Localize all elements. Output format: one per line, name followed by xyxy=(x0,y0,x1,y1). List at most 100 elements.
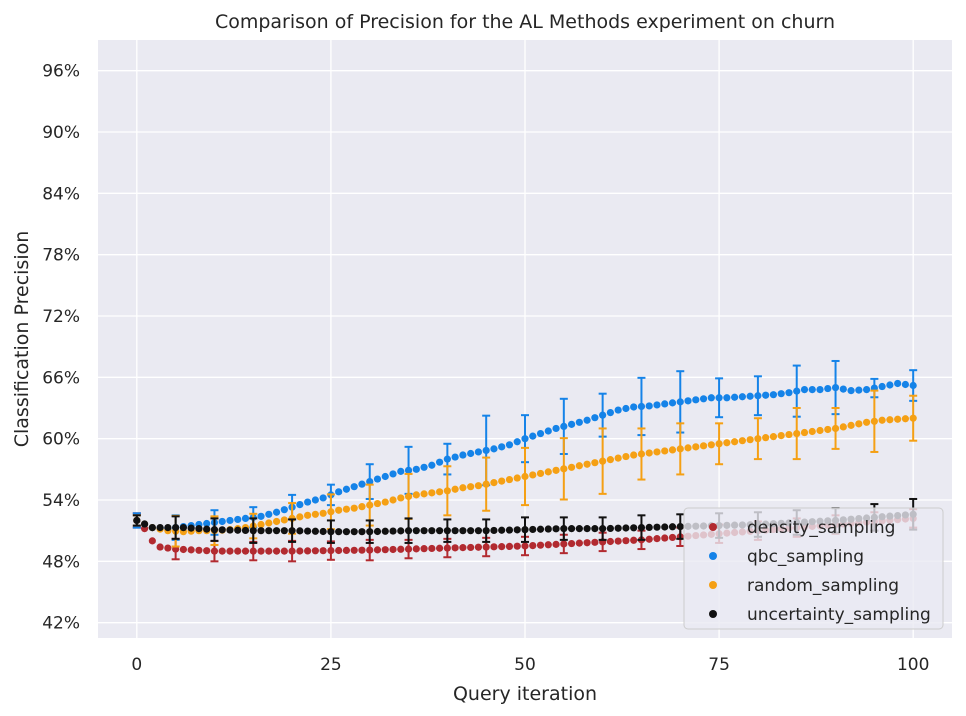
legend-marker xyxy=(709,552,717,560)
data-point xyxy=(800,386,809,394)
data-point xyxy=(816,426,824,435)
data-point xyxy=(630,524,638,532)
data-point xyxy=(358,503,366,511)
data-point xyxy=(280,547,288,555)
data-point xyxy=(335,546,343,555)
data-point xyxy=(824,425,832,434)
data-point xyxy=(668,446,677,454)
data-point xyxy=(622,452,630,461)
data-point xyxy=(451,544,459,552)
data-point xyxy=(436,527,444,535)
data-point xyxy=(692,396,700,404)
data-point xyxy=(474,482,483,490)
x-tick-label: 0 xyxy=(131,655,142,675)
y-tick-label: 90% xyxy=(42,123,80,143)
data-point xyxy=(731,438,739,446)
data-point xyxy=(591,414,599,422)
data-point xyxy=(280,506,288,514)
data-point xyxy=(723,394,731,402)
data-point xyxy=(296,527,304,535)
data-point xyxy=(614,454,622,462)
data-point xyxy=(567,525,576,533)
data-point xyxy=(420,545,428,553)
data-point xyxy=(808,427,816,436)
data-point xyxy=(824,384,832,393)
data-point xyxy=(529,541,537,550)
data-point xyxy=(777,390,785,398)
data-point xyxy=(544,468,552,476)
legend-box xyxy=(683,507,944,630)
data-point xyxy=(257,520,265,529)
data-point xyxy=(762,391,770,399)
data-point xyxy=(304,527,312,535)
data-point xyxy=(467,483,475,491)
data-point xyxy=(645,535,653,543)
x-tick-label: 100 xyxy=(897,655,929,675)
y-tick-label: 84% xyxy=(42,184,80,204)
data-point xyxy=(606,537,615,546)
data-point xyxy=(490,526,498,535)
data-point xyxy=(241,547,250,555)
data-point xyxy=(630,536,638,544)
data-point xyxy=(156,543,164,551)
data-point xyxy=(272,527,281,535)
data-point xyxy=(575,525,583,533)
data-point xyxy=(342,485,351,493)
data-point xyxy=(381,527,389,535)
data-point xyxy=(575,418,583,426)
data-point xyxy=(614,537,622,545)
data-point xyxy=(583,525,591,533)
data-point xyxy=(350,546,358,554)
data-point xyxy=(319,509,327,517)
x-axis-label: Query iteration xyxy=(453,683,597,705)
data-point xyxy=(855,420,863,428)
y-tick-label: 96% xyxy=(42,62,80,82)
data-point xyxy=(311,510,319,518)
data-point xyxy=(397,494,405,502)
data-point xyxy=(498,443,506,451)
data-point xyxy=(156,524,164,532)
data-point xyxy=(265,527,273,535)
data-point xyxy=(630,403,638,411)
data-point xyxy=(381,546,389,554)
data-point xyxy=(203,525,211,533)
data-point xyxy=(847,387,855,395)
data-point xyxy=(335,528,343,536)
data-point xyxy=(552,466,560,474)
data-point xyxy=(397,545,405,553)
data-point xyxy=(583,416,591,424)
data-point xyxy=(474,527,483,535)
data-point xyxy=(894,379,902,388)
data-point xyxy=(257,512,265,520)
data-point xyxy=(420,490,428,498)
data-point xyxy=(498,543,506,551)
data-point xyxy=(304,547,312,555)
data-point xyxy=(459,544,467,552)
data-point xyxy=(536,525,545,533)
data-point xyxy=(863,386,871,394)
data-point xyxy=(467,449,475,458)
data-point xyxy=(886,381,894,389)
data-point xyxy=(272,517,281,526)
y-tick-label: 66% xyxy=(42,368,80,388)
data-point xyxy=(412,527,420,535)
data-point xyxy=(381,498,389,506)
legend-marker xyxy=(709,523,717,531)
data-point xyxy=(684,444,692,452)
data-point xyxy=(606,409,615,417)
data-point xyxy=(738,437,746,445)
legend: density_sampling qbc_sampling random_sampl… xyxy=(683,507,944,630)
data-point xyxy=(319,527,327,536)
data-point xyxy=(668,523,677,531)
data-point xyxy=(661,523,669,531)
data-point xyxy=(707,441,715,449)
data-point xyxy=(622,404,630,413)
data-point xyxy=(389,470,397,478)
data-point xyxy=(187,524,195,532)
data-point xyxy=(668,533,677,542)
data-point xyxy=(451,453,459,461)
data-point xyxy=(140,520,149,528)
tick-labels: 0 25 50 75 100 42% 48% 54% 60% 66% 72% 78% 84% 90% 96% xyxy=(42,62,929,675)
data-point xyxy=(420,463,428,471)
